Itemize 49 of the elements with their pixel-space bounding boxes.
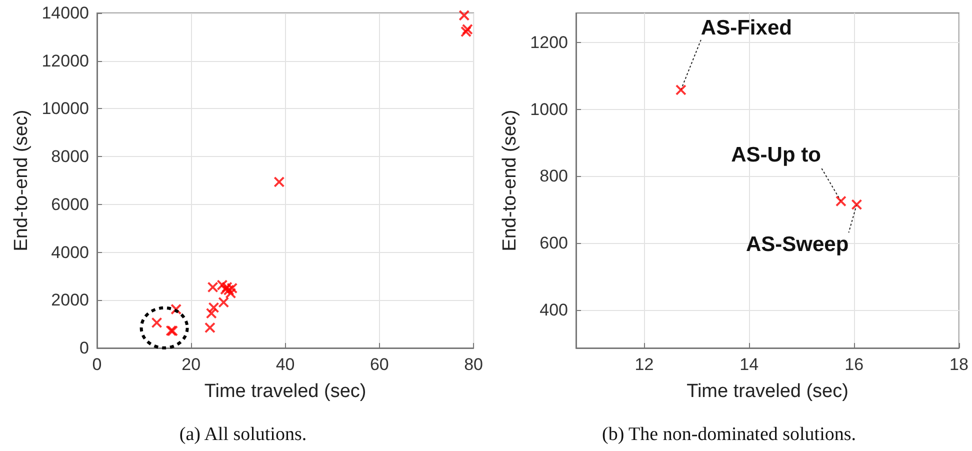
x-tick-label: 80: [464, 355, 484, 374]
y-axis-title: End-to-end (sec): [499, 110, 520, 252]
point: [218, 296, 230, 308]
point: [462, 24, 473, 35]
y-tick-label: 2000: [51, 290, 89, 310]
point: [274, 176, 285, 188]
x-axis-title: Time traveled (sec): [204, 381, 366, 402]
point: [170, 304, 182, 315]
text: (b) The non-dominated solutions.: [602, 424, 856, 445]
x-tick-label: 14: [740, 355, 759, 374]
point: [216, 280, 228, 291]
point: [225, 288, 236, 299]
y-tick-label: 800: [540, 166, 568, 186]
y-tick-label: 10000: [42, 99, 89, 118]
y-tick-label: 8000: [51, 147, 89, 166]
point: [675, 84, 686, 96]
y-tick-label: 1000: [530, 100, 568, 119]
text: (a) All solutions.: [179, 424, 307, 445]
x-tick-label: 16: [844, 355, 864, 374]
point: [207, 282, 218, 293]
y-tick-label: 4000: [51, 242, 89, 262]
x-tick-label: 12: [634, 355, 654, 374]
point: [204, 322, 216, 334]
y-axis-title: End-to-end (sec): [10, 110, 32, 252]
point: [223, 284, 234, 296]
y-tick-label: 14000: [42, 4, 89, 22]
x-tick-label: 18: [950, 355, 968, 374]
point: [206, 308, 217, 319]
x-axis-title: Time traveled (sec): [686, 381, 848, 402]
point: [460, 26, 472, 38]
y-tick-label: 400: [540, 300, 568, 320]
y-tick-label: 600: [540, 234, 568, 253]
x-tick-label: 0: [92, 355, 102, 374]
y-tick-label: 1200: [530, 32, 568, 52]
annotation: AS-Up to: [731, 144, 821, 167]
x-tick-label: 60: [370, 355, 389, 374]
point: [835, 196, 846, 207]
y-tick-label: 0: [80, 338, 89, 358]
point: [151, 317, 162, 328]
y-tick-label: 12000: [42, 51, 89, 70]
x-tick-label: 20: [182, 355, 201, 374]
point: [458, 10, 470, 21]
point: [226, 282, 238, 294]
point: [851, 199, 862, 210]
x-tick-label: 40: [276, 355, 295, 374]
point: [208, 302, 220, 314]
y-tick-label: 6000: [51, 194, 89, 214]
annotation: AS-Sweep: [746, 233, 849, 256]
annotation: AS-Fixed: [700, 16, 792, 40]
